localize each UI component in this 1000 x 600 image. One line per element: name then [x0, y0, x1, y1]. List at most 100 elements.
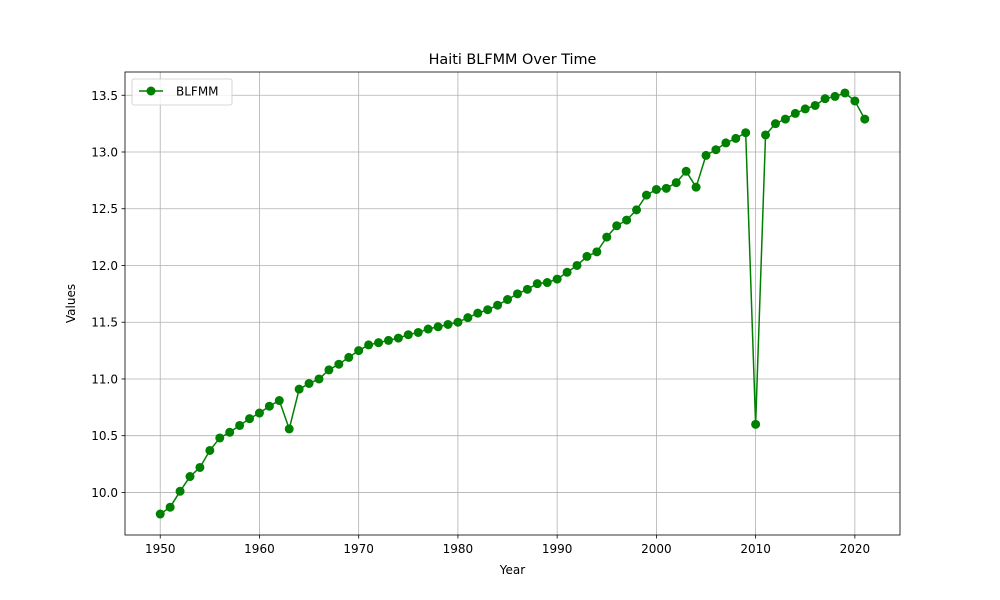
data-point: [741, 128, 751, 138]
data-point: [860, 114, 870, 124]
data-point: [304, 379, 314, 389]
data-point: [175, 486, 185, 496]
data-point: [463, 313, 473, 323]
data-point: [780, 114, 790, 124]
data-point: [324, 365, 334, 375]
data-point: [433, 322, 443, 332]
data-point: [493, 300, 503, 310]
y-axis-ticks: 10.0 10.5 11.0 11.5 12.0 12.5 13.0 13.5: [91, 89, 125, 500]
data-point: [602, 232, 612, 242]
x-axis-ticks: 1950 1960 1970 1980 1990 2000 2010 2020: [145, 535, 870, 556]
data-point: [483, 305, 493, 315]
data-point: [711, 145, 721, 155]
data-point: [800, 104, 810, 114]
data-point: [770, 119, 780, 129]
data-point: [661, 183, 671, 193]
data-point: [532, 279, 542, 289]
y-tick-label: 13.5: [91, 89, 118, 103]
data-point: [334, 359, 344, 369]
data-point: [155, 509, 165, 519]
data-point: [264, 401, 274, 411]
data-point: [225, 427, 235, 437]
data-point: [751, 419, 761, 429]
data-point: [552, 274, 562, 284]
data-point: [245, 414, 255, 424]
data-point: [582, 251, 592, 261]
data-point: [383, 335, 393, 345]
x-tick-label: 1990: [542, 542, 573, 556]
data-point: [562, 267, 572, 277]
series-layer: [155, 88, 870, 519]
data-point: [165, 502, 175, 512]
data-point: [761, 130, 771, 140]
legend-marker-swatch: [146, 86, 156, 96]
data-point: [185, 472, 195, 482]
x-tick-label: 1950: [145, 542, 176, 556]
x-tick-label: 2000: [641, 542, 672, 556]
legend: BLFMM: [131, 78, 233, 106]
data-point: [612, 221, 622, 231]
data-point: [691, 182, 701, 192]
data-point: [393, 333, 403, 343]
data-point: [681, 166, 691, 176]
data-point: [622, 215, 632, 225]
data-point: [195, 462, 205, 472]
data-point: [592, 247, 602, 257]
data-point: [671, 178, 681, 188]
y-tick-label: 10.5: [91, 429, 118, 443]
data-point: [344, 352, 354, 362]
data-point: [354, 346, 364, 356]
data-point: [651, 184, 661, 194]
data-point: [721, 138, 731, 148]
data-point: [274, 396, 284, 406]
y-tick-label: 12.0: [91, 259, 118, 273]
y-tick-label: 12.5: [91, 202, 118, 216]
x-axis-title: Year: [499, 563, 525, 577]
data-point: [413, 327, 423, 337]
data-point: [364, 340, 374, 350]
data-point: [314, 374, 324, 384]
data-point: [503, 295, 513, 305]
data-point: [473, 308, 483, 318]
data-point: [830, 91, 840, 101]
data-point: [632, 205, 642, 215]
data-point: [284, 424, 294, 434]
data-point: [215, 433, 225, 443]
y-tick-label: 11.0: [91, 372, 118, 386]
data-point: [522, 284, 532, 294]
data-point: [294, 384, 304, 394]
data-point: [572, 260, 582, 270]
data-point: [641, 190, 651, 200]
data-point: [235, 420, 245, 430]
plot-area-frame: [124, 71, 901, 536]
legend-label: BLFMM: [176, 85, 219, 99]
data-point: [731, 133, 741, 143]
legend-box: [131, 78, 233, 106]
y-axis-title: Values: [64, 284, 78, 323]
data-point: [374, 338, 384, 348]
data-point: [443, 319, 453, 329]
x-tick-label: 1960: [244, 542, 275, 556]
data-point: [403, 330, 413, 340]
data-point: [850, 96, 860, 106]
data-point: [512, 289, 522, 299]
y-tick-label: 10.0: [91, 486, 118, 500]
data-point: [542, 278, 552, 288]
data-point: [453, 317, 463, 327]
data-point: [701, 150, 711, 160]
grid: [125, 72, 900, 535]
data-point: [254, 408, 264, 418]
x-tick-label: 2010: [740, 542, 771, 556]
x-tick-label: 2020: [840, 542, 871, 556]
data-point: [840, 88, 850, 98]
y-tick-label: 11.5: [91, 316, 118, 330]
data-point: [790, 108, 800, 118]
data-point: [205, 445, 215, 455]
data-point: [820, 94, 830, 104]
y-tick-label: 13.0: [91, 146, 118, 160]
chart-title: Haiti BLFMM Over Time: [429, 52, 597, 68]
data-point: [810, 100, 820, 110]
x-tick-label: 1970: [343, 542, 374, 556]
x-tick-label: 1980: [443, 542, 474, 556]
